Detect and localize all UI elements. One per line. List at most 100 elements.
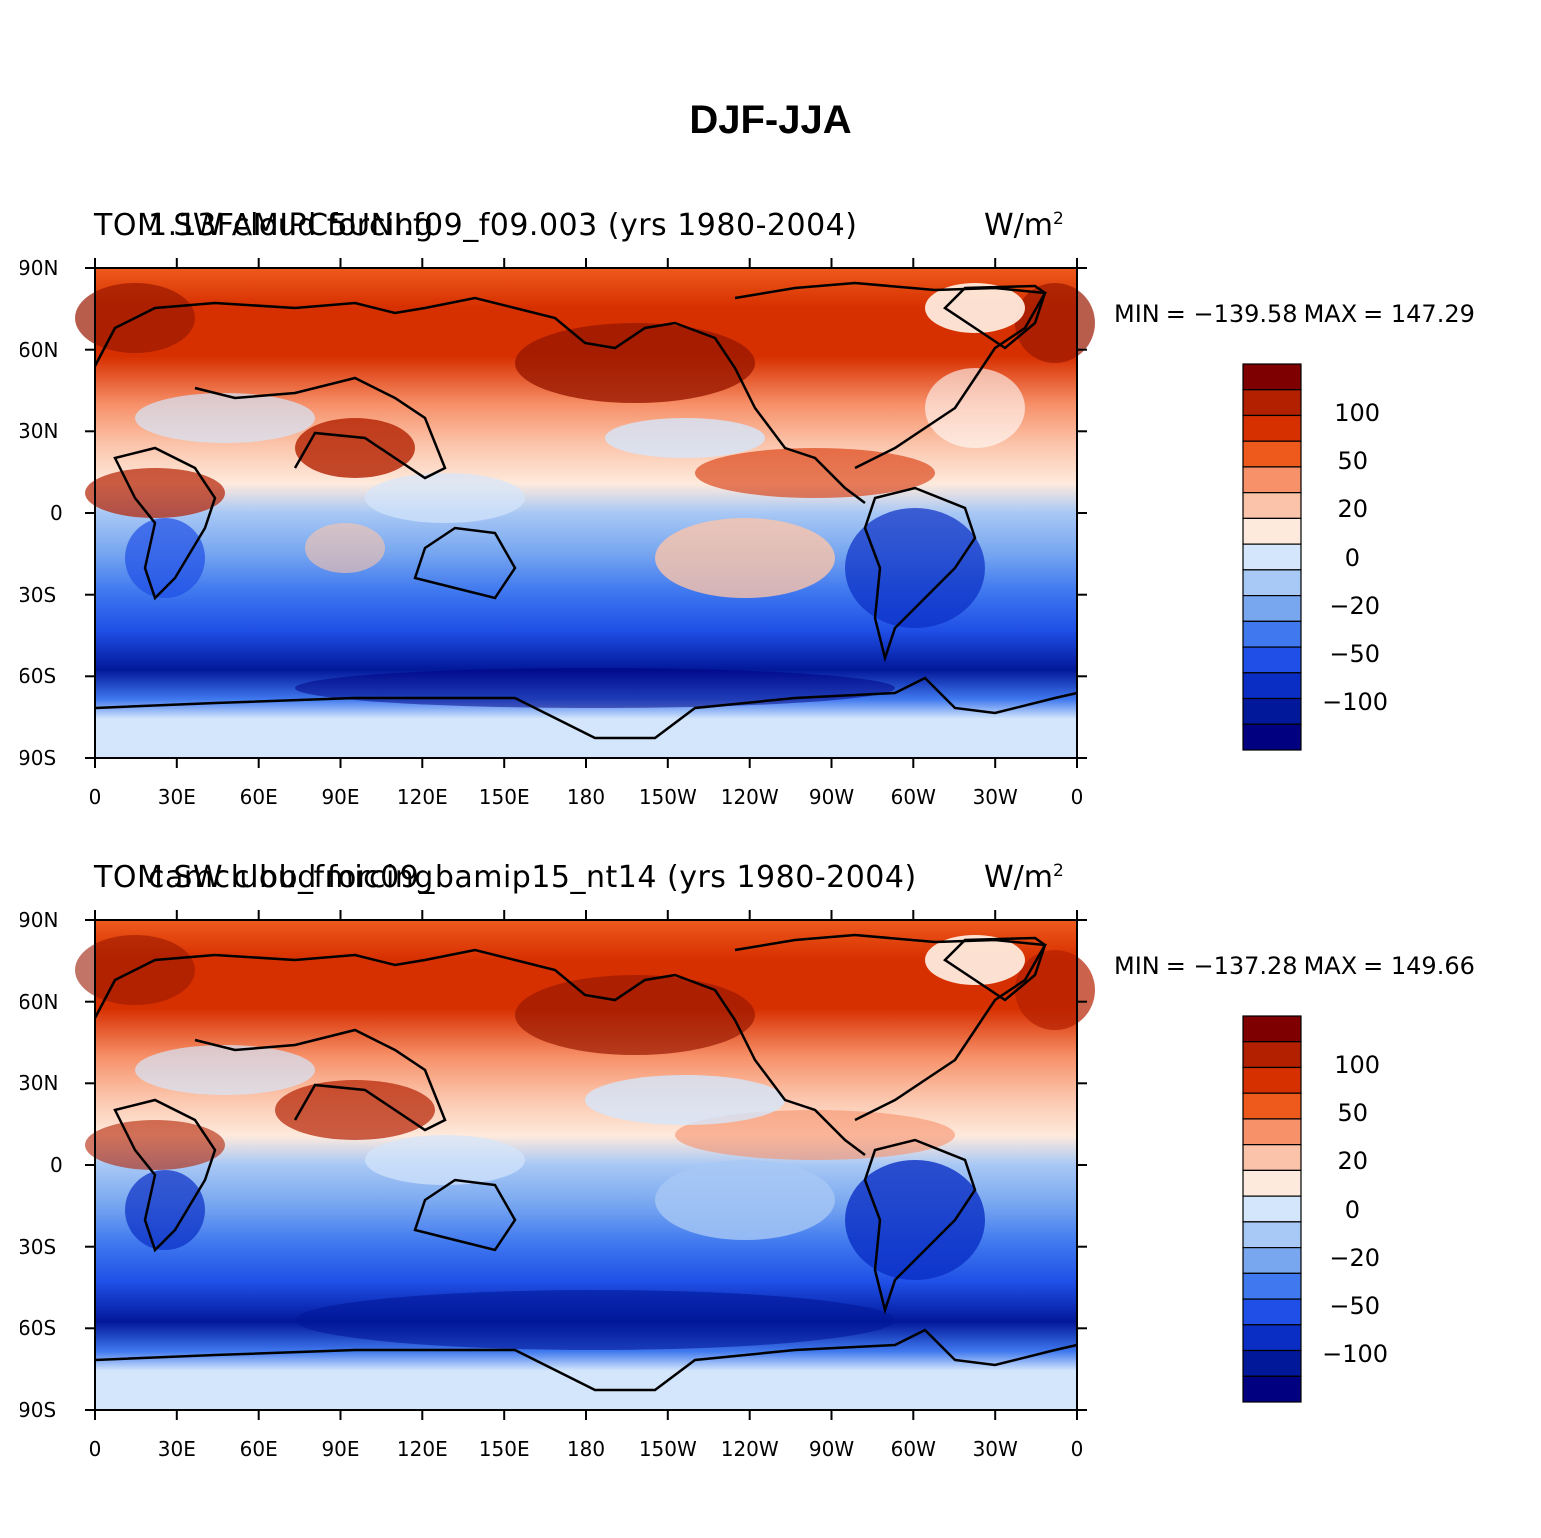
colorbar-label: 50 (1337, 447, 1368, 475)
panel-units: W/m2 (984, 208, 1064, 243)
x-tick-label: 90E (321, 785, 359, 809)
y-tick-label: 30S (20, 1235, 56, 1259)
y-tick-label: 90N (20, 908, 58, 932)
min-max-readout: MIN = −137.28 MAX = 149.66 (1114, 952, 1475, 980)
y-tick-label: 30N (20, 419, 58, 443)
x-tick-label: 180 (567, 1437, 605, 1461)
colorbar-label: −20 (1329, 592, 1380, 620)
colorbar-label: 100 (1334, 1051, 1380, 1079)
colorbar-label: 20 (1337, 1147, 1368, 1175)
colorbar-label: 0 (1344, 1196, 1360, 1224)
x-tick-label: 0 (89, 785, 102, 809)
colorbar-swatch (1242, 517, 1302, 545)
map-plot: 90N 60N 30N 0 30S 60S 90S 0 30E 60E 90E … (20, 256, 1095, 809)
x-tick-label: 0 (1071, 785, 1084, 809)
panel-left-title: TOM SW cloud forcing (94, 860, 434, 895)
colorbar-swatch (1242, 440, 1302, 468)
x-tick-label: 150E (479, 1437, 530, 1461)
y-tick-label: 90N (20, 256, 58, 280)
colorbar (1242, 1015, 1302, 1403)
map-plot: 90N 60N 30N 0 30S 60S 90S 0 30E 60E 90E … (20, 908, 1095, 1461)
y-tick-label: 0 (50, 1153, 63, 1177)
y-tick-label: 30S (20, 583, 56, 607)
x-tick-label: 60W (891, 785, 936, 809)
colorbar-swatch (1242, 1375, 1302, 1403)
map-panel-bottom: TOM SW cloud forcing camclubb_fmic09_bam… (0, 848, 1541, 1498)
colorbar-swatch (1242, 1195, 1302, 1223)
colorbar-label: −20 (1329, 1244, 1380, 1272)
data-field (75, 268, 1095, 758)
x-tick-label: 150W (639, 1437, 697, 1461)
colorbar-swatch (1242, 569, 1302, 597)
x-axis (94, 910, 1078, 1420)
y-tick-label: 60S (20, 1316, 56, 1340)
x-tick-label: 0 (1071, 1437, 1084, 1461)
colorbar-swatch (1242, 1066, 1302, 1094)
colorbar-label: 100 (1334, 399, 1380, 427)
colorbar-swatch (1242, 1092, 1302, 1120)
x-tick-label: 150W (639, 785, 697, 809)
y-axis (85, 919, 1087, 1411)
colorbar-swatch (1242, 1041, 1302, 1069)
x-tick-label: 30E (158, 785, 196, 809)
y-tick-label: 90S (20, 746, 56, 770)
x-tick-label: 60W (891, 1437, 936, 1461)
x-tick-label: 30W (973, 785, 1018, 809)
colorbar-swatch (1242, 672, 1302, 700)
colorbar-swatch (1242, 1298, 1302, 1326)
colorbar-swatch (1242, 1144, 1302, 1172)
coastlines (93, 933, 1078, 1392)
colorbar-label: −50 (1329, 1292, 1380, 1320)
panel-case-title: camclubb_fmic09_bamip15_nt14 (yrs 1980-2… (148, 860, 917, 895)
x-tick-label: 120W (721, 1437, 779, 1461)
y-axis (85, 267, 1087, 759)
panel-left-title: TOM SW cloud forcing (94, 208, 434, 243)
y-tick-label: 0 (50, 501, 63, 525)
colorbar-swatch (1242, 363, 1302, 391)
colorbar (1242, 363, 1302, 751)
x-tick-label: 90E (321, 1437, 359, 1461)
min-max-readout: MIN = −139.58 MAX = 147.29 (1114, 300, 1475, 328)
y-tick-label: 90S (20, 1398, 56, 1422)
colorbar-swatch (1242, 1015, 1302, 1043)
colorbar-swatch (1242, 1272, 1302, 1300)
y-tick-label: 60S (20, 664, 56, 688)
x-axis (94, 258, 1078, 768)
x-tick-label: 120W (721, 785, 779, 809)
colorbar-swatch (1242, 1118, 1302, 1146)
colorbar-swatch (1242, 389, 1302, 417)
colorbar-swatch (1242, 697, 1302, 725)
x-tick-label: 30W (973, 1437, 1018, 1461)
colorbar-label: 50 (1337, 1099, 1368, 1127)
colorbar-swatch (1242, 492, 1302, 520)
y-tick-label: 30N (20, 1071, 58, 1095)
y-tick-label: 60N (20, 990, 58, 1014)
colorbar-swatch (1242, 1221, 1302, 1249)
x-tick-label: 90W (809, 1437, 854, 1461)
coastlines (93, 281, 1078, 740)
colorbar-label: 20 (1337, 495, 1368, 523)
colorbar-swatch (1242, 646, 1302, 674)
colorbar-swatch (1242, 1349, 1302, 1377)
colorbar-swatch (1242, 466, 1302, 494)
colorbar-swatch (1242, 620, 1302, 648)
panel-units: W/m2 (984, 860, 1064, 895)
x-tick-label: 120E (397, 785, 448, 809)
x-tick-label: 30E (158, 1437, 196, 1461)
x-tick-label: 90W (809, 785, 854, 809)
colorbar-swatch (1242, 414, 1302, 442)
x-tick-label: 120E (397, 1437, 448, 1461)
colorbar-label: −100 (1322, 1340, 1388, 1368)
x-tick-label: 60E (240, 785, 278, 809)
x-tick-label: 180 (567, 785, 605, 809)
panel-case-title: 1.13FAMIPC5UNI.f09_f09.003 (yrs 1980-200… (148, 208, 858, 243)
colorbar-swatch (1242, 595, 1302, 622)
colorbar-swatch (1242, 543, 1302, 571)
colorbar-swatch (1242, 1169, 1302, 1197)
data-field (75, 920, 1095, 1410)
map-panel-top: TOM SW cloud forcing 1.13FAMIPC5UNI.f09_… (0, 196, 1541, 846)
colorbar-swatch (1242, 1247, 1302, 1274)
colorbar-label: 0 (1344, 544, 1360, 572)
colorbar-label: −100 (1322, 688, 1388, 716)
x-tick-label: 0 (89, 1437, 102, 1461)
